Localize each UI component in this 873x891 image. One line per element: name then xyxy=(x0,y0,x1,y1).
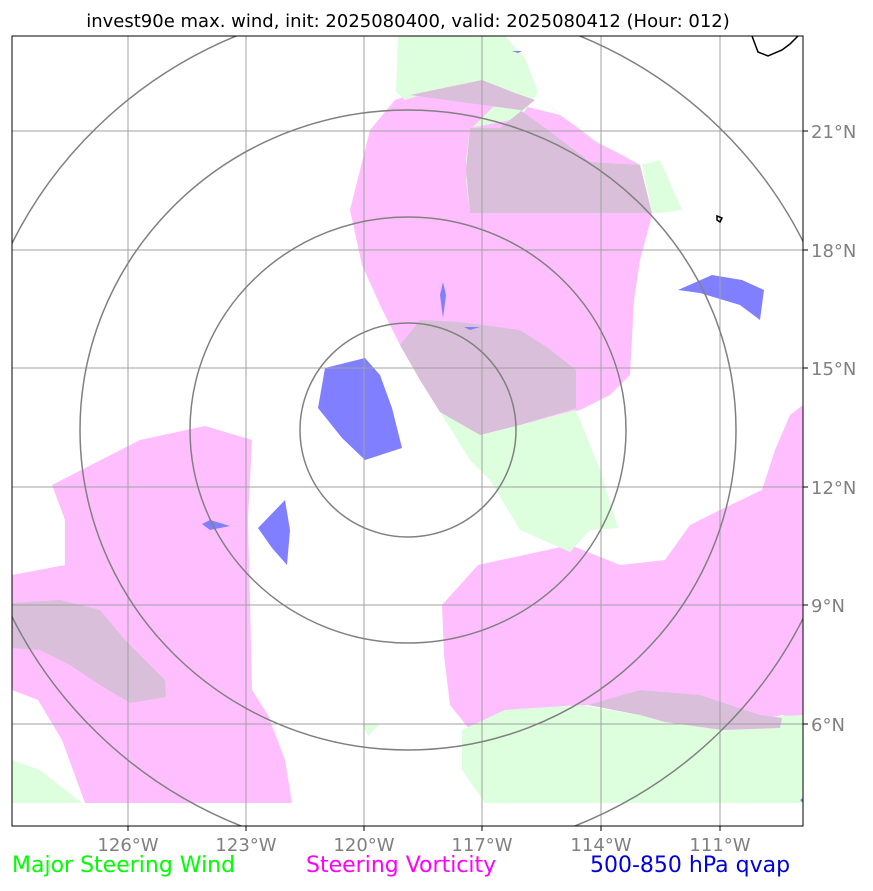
lon-label-111w: 111°W xyxy=(689,835,750,856)
qvap-fill xyxy=(202,51,803,803)
lon-label-123w: 123°W xyxy=(215,835,276,856)
range-ring-2 xyxy=(189,216,627,644)
legend-qvap: 500-850 hPa qvap xyxy=(590,853,791,878)
map-title: invest90e max. wind, init: 2025080400, v… xyxy=(86,11,730,32)
map-frame xyxy=(11,35,804,827)
lat-label-21n: 21°N xyxy=(811,122,856,143)
range-ring-1 xyxy=(299,322,517,538)
coastline xyxy=(716,36,799,224)
legend-major-steering-wind: Major Steering Wind xyxy=(12,853,236,878)
graticule xyxy=(12,36,803,826)
range-ring-3 xyxy=(79,109,737,751)
lon-label-126w: 126°W xyxy=(97,835,158,856)
plot-area xyxy=(12,36,803,826)
legend-steering-vorticity: Steering Vorticity xyxy=(306,853,497,878)
wind-vorticity-overlap-fill xyxy=(12,80,782,730)
range-rings xyxy=(12,36,803,826)
lat-label-12n: 12°N xyxy=(811,478,856,499)
lat-label-18n: 18°N xyxy=(811,241,856,262)
lon-label-114w: 114°W xyxy=(570,835,631,856)
major-steering-wind-fill xyxy=(12,36,803,803)
lat-label-6n: 6°N xyxy=(811,715,845,736)
tick-marks xyxy=(127,130,808,831)
longitude-labels: 126°W 123°W 120°W 117°W 114°W 111°W xyxy=(97,835,750,856)
lon-label-117w: 117°W xyxy=(451,835,512,856)
lon-label-120w: 120°W xyxy=(333,835,394,856)
lat-label-15n: 15°N xyxy=(811,359,856,380)
latitude-labels: 21°N 18°N 15°N 12°N 9°N 6°N xyxy=(811,122,856,736)
lat-label-9n: 9°N xyxy=(811,596,845,617)
